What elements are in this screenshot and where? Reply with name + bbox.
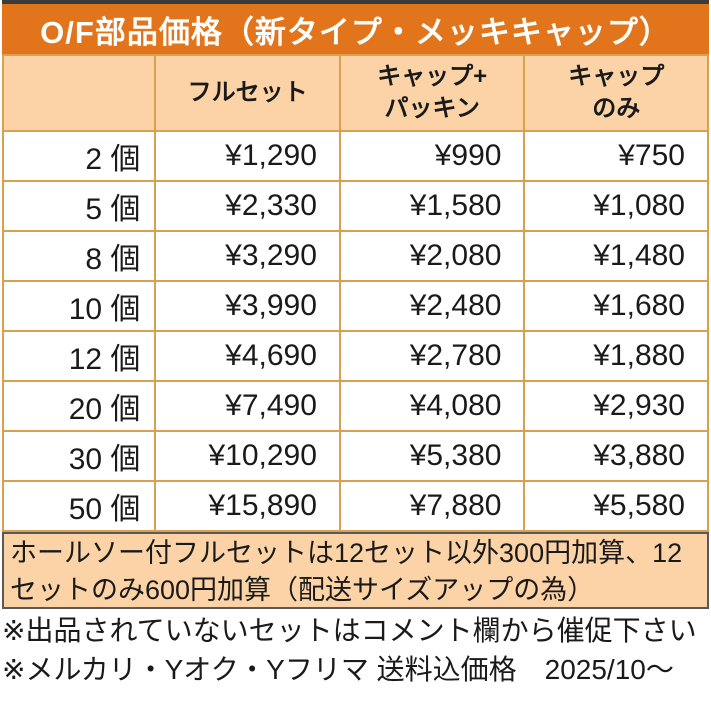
header-cap-only-line2: のみ <box>592 95 641 122</box>
table-row: 30 個 ¥10,290 ¥5,380 ¥3,880 <box>1 430 709 482</box>
price-cell-cap-only: ¥750 <box>523 130 709 182</box>
header-qty <box>1 54 157 132</box>
price-cell-full-set: ¥2,330 <box>154 180 341 232</box>
table-row: 5 個 ¥2,330 ¥1,580 ¥1,080 <box>1 180 709 232</box>
page-title: O/F部品価格（新タイプ・メッキキャップ） <box>2 0 709 54</box>
table-row: 12 個 ¥4,690 ¥2,780 ¥1,880 <box>1 330 709 382</box>
price-cell-cap-only: ¥1,680 <box>523 280 709 332</box>
header-cap-packing-line1: キャップ+ <box>377 63 488 90</box>
price-cell-cap-only: ¥3,880 <box>523 430 709 482</box>
surcharge-note: ホールソー付フルセットは12セット以外300円加算、12セットのみ600円加算（… <box>2 532 709 609</box>
table-row: 8 個 ¥3,290 ¥2,080 ¥1,480 <box>1 230 709 282</box>
qty-cell: 10 個 <box>1 280 157 332</box>
table-row: 10 個 ¥3,990 ¥2,480 ¥1,680 <box>1 280 709 332</box>
price-table: フルセット キャップ+ パッキン キャップ のみ 2 個 ¥1,290 ¥990… <box>1 54 709 532</box>
header-full-set: フルセット <box>154 54 341 132</box>
price-cell-cap-only: ¥1,480 <box>523 230 709 282</box>
qty-cell: 12 個 <box>1 330 157 382</box>
qty-cell: 5 個 <box>1 180 157 232</box>
footnote-shipping-price-date: ※メルカリ・Yオク・Yフリマ 送料込価格 2025/10～ <box>2 654 674 685</box>
price-cell-full-set: ¥7,490 <box>154 380 341 432</box>
price-cell-cap-packing: ¥7,880 <box>338 480 526 532</box>
footnotes: ※出品されていないセットはコメント欄から催促下さい ※メルカリ・Yオク・Yフリマ… <box>2 609 709 689</box>
header-cap-packing-line2: パッキン <box>384 95 480 122</box>
qty-cell: 20 個 <box>1 380 157 432</box>
price-cell-cap-only: ¥2,930 <box>523 380 709 432</box>
qty-cell: 50 個 <box>1 480 157 532</box>
qty-cell: 2 個 <box>1 130 157 182</box>
price-cell-full-set: ¥3,290 <box>154 230 341 282</box>
price-cell-cap-packing: ¥2,780 <box>338 330 526 382</box>
qty-cell: 8 個 <box>1 230 157 282</box>
table-row: 2 個 ¥1,290 ¥990 ¥750 <box>1 130 709 182</box>
header-row: フルセット キャップ+ パッキン キャップ のみ <box>1 54 709 132</box>
table-row: 20 個 ¥7,490 ¥4,080 ¥2,930 <box>1 380 709 432</box>
qty-cell: 30 個 <box>1 430 157 482</box>
header-cap-only-line1: キャップ <box>568 63 665 90</box>
price-cell-full-set: ¥3,990 <box>154 280 341 332</box>
price-cell-full-set: ¥10,290 <box>154 430 341 482</box>
price-cell-cap-packing: ¥1,580 <box>338 180 526 232</box>
price-cell-full-set: ¥1,290 <box>154 130 341 182</box>
price-cell-cap-packing: ¥990 <box>338 130 526 182</box>
header-cap-packing: キャップ+ パッキン <box>338 54 526 132</box>
price-cell-cap-packing: ¥2,480 <box>338 280 526 332</box>
price-cell-cap-only: ¥5,580 <box>523 480 709 532</box>
price-cell-cap-packing: ¥2,080 <box>338 230 526 282</box>
price-cell-cap-only: ¥1,880 <box>523 330 709 382</box>
header-cap-only: キャップ のみ <box>523 54 709 132</box>
table-row: 50 個 ¥15,890 ¥7,880 ¥5,580 <box>1 480 709 532</box>
price-cell-cap-packing: ¥5,380 <box>338 430 526 482</box>
price-cell-cap-only: ¥1,080 <box>523 180 709 232</box>
price-cell-cap-packing: ¥4,080 <box>338 380 526 432</box>
footnote-comment-request: ※出品されていないセットはコメント欄から催促下さい <box>2 615 697 646</box>
price-cell-full-set: ¥4,690 <box>154 330 341 382</box>
price-cell-full-set: ¥15,890 <box>154 480 341 532</box>
